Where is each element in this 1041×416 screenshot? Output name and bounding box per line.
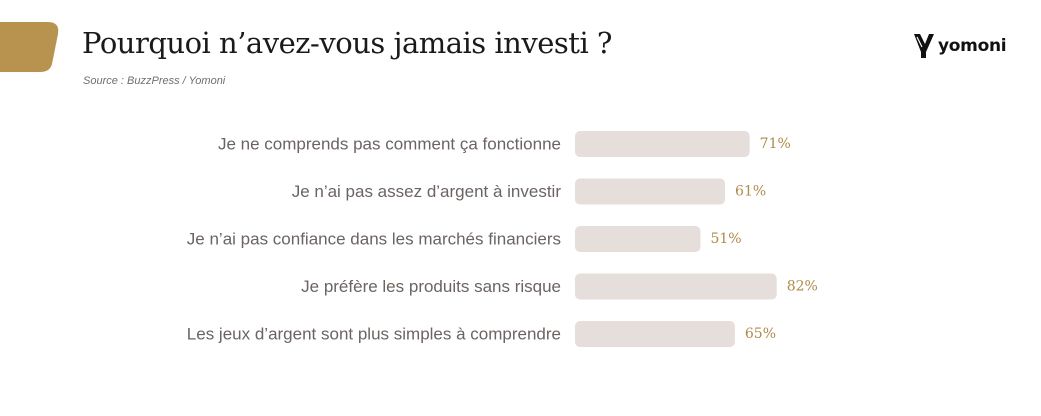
- category-label: Je n’ai pas confiance dans les marchés f…: [187, 230, 561, 249]
- category-label: Les jeux d’argent sont plus simples à co…: [187, 325, 561, 344]
- yomoni-y-logo-icon: [914, 34, 934, 58]
- brand-name: yomoni: [938, 36, 1007, 56]
- bar: [575, 178, 726, 205]
- value-label: 51%: [710, 231, 741, 247]
- bar: [575, 226, 701, 252]
- chart-title: Pourquoi n’avez-vous jamais investi ?: [82, 26, 612, 60]
- brand-logo: yomoni: [913, 33, 1007, 59]
- category-label: Je ne comprends pas comment ça fonctionn…: [218, 135, 561, 154]
- bar: [575, 321, 735, 347]
- category-label: Je préfère les produits sans risque: [301, 277, 561, 296]
- value-label: 71%: [760, 136, 791, 152]
- bar: [575, 273, 777, 300]
- value-label: 61%: [735, 184, 766, 200]
- bar: [575, 131, 750, 157]
- accent-tab: [0, 22, 59, 72]
- source-caption: Source : BuzzPress / Yomoni: [83, 75, 226, 87]
- category-label: Je n’ai pas assez d’argent à investir: [292, 182, 562, 201]
- value-label: 82%: [787, 279, 818, 295]
- value-label: 65%: [745, 326, 776, 342]
